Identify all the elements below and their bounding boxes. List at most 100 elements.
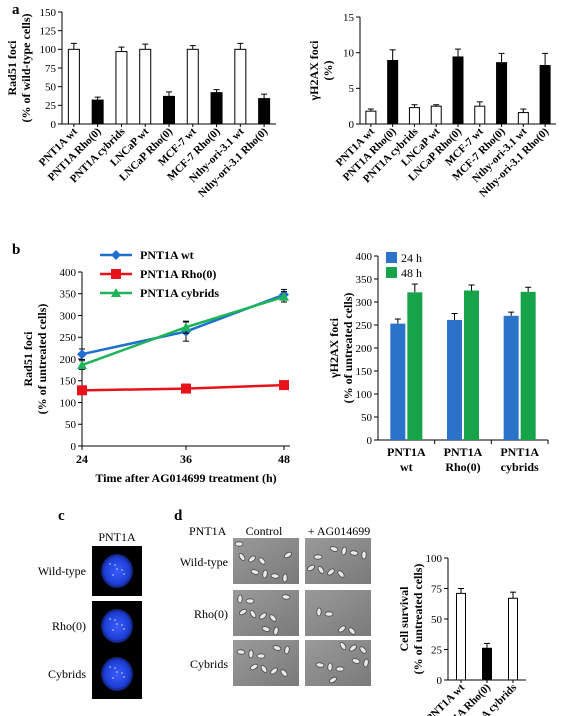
cell-shape (284, 645, 290, 655)
cell-shape (270, 667, 278, 675)
y-tick-label: 150 (356, 366, 373, 378)
cell-shape (273, 626, 279, 636)
x-category-label: Rho(0) (445, 460, 480, 474)
panel-c-header: PNT1A (98, 530, 136, 544)
marker-triangle (77, 360, 87, 370)
marker-triangle (279, 291, 289, 301)
panel-letter-d: d (174, 508, 183, 524)
foci-dot (112, 677, 114, 679)
bar (482, 647, 492, 681)
foci-dot (109, 618, 111, 620)
foci-dot (116, 671, 118, 673)
panel-c-row-label: Cybrids (48, 667, 86, 681)
y-axis-label: γH2AX foci(% of untreated cells) (327, 293, 355, 404)
panel-d-cell-line: PNT1A (189, 524, 227, 538)
cell-shape (260, 665, 268, 673)
bar (365, 110, 377, 125)
panel-letter-c: c (58, 508, 65, 524)
cell-shape (349, 644, 357, 652)
y-tick-label: 25 (45, 100, 57, 112)
bar (447, 319, 462, 440)
cell-shape (250, 569, 260, 575)
bar (456, 592, 466, 681)
cell-shape (245, 598, 255, 604)
marker-square (77, 385, 87, 396)
panel-d-row-label: Cybrids (190, 657, 228, 671)
cell-shape (329, 546, 339, 552)
y-tick-label: 300 (60, 310, 77, 322)
foci-dot (116, 568, 118, 570)
cell-shape (283, 551, 293, 559)
cell-shape (249, 610, 257, 618)
cell-shape (234, 541, 244, 547)
bar (115, 51, 128, 125)
cell-shape (269, 614, 277, 622)
marker-diamond (77, 349, 87, 360)
cell-shape (341, 546, 347, 556)
cell-shape (348, 627, 356, 635)
x-tick-label: 36 (180, 452, 192, 466)
cell-shape (281, 594, 291, 600)
cell-shape (359, 646, 367, 654)
cell-shape (280, 669, 288, 677)
y-axis-label: Cell survival(% of untreated cells) (397, 564, 425, 675)
cell-shape (363, 658, 369, 668)
bar (163, 95, 175, 125)
bar (408, 107, 420, 125)
cell-shape (282, 573, 288, 583)
foci-dot (109, 666, 111, 668)
y-tick-label: 150 (40, 7, 57, 19)
marker-diamond (111, 250, 121, 260)
series-line (81, 293, 285, 356)
y-tick-label: 300 (356, 297, 373, 309)
cell-shape (351, 658, 361, 664)
foci-dot (114, 619, 116, 621)
cell-shape (313, 554, 323, 560)
panel-d-col-control: Control (246, 524, 283, 538)
legend-swatch (386, 267, 397, 278)
foci-dot (121, 569, 123, 571)
cell-shape (270, 573, 280, 579)
y-tick-label: 50 (361, 412, 373, 424)
foci-dot (112, 574, 114, 576)
cell-shape (317, 566, 325, 574)
cell-shape (306, 564, 316, 572)
cell-shape (237, 594, 243, 604)
panel-d-row-label: Rho(0) (194, 607, 228, 621)
bar (474, 105, 486, 125)
legend-label: PNT1A cybrids (140, 286, 219, 300)
bar (390, 323, 406, 440)
cell-shape (256, 653, 266, 659)
y-tick-label: 400 (356, 251, 373, 263)
y-tick-label: 200 (356, 343, 373, 355)
y-tick-label: 150 (60, 376, 77, 388)
foci-dot (121, 672, 123, 674)
chart-h2ax-b: 050100150200250300350400PNT1AwtPNT1ARho(… (327, 251, 549, 474)
panel-c-row-label: Rho(0) (52, 619, 86, 633)
x-axis-label: Time after AG014699 treatment (h) (95, 471, 276, 485)
cell-shape (272, 645, 282, 651)
bar (464, 290, 479, 440)
bar (503, 315, 519, 440)
phase-contrast-image (305, 538, 371, 584)
bar (517, 112, 529, 125)
cell-shape (324, 611, 334, 617)
cell-shape (327, 662, 333, 672)
nucleus (101, 554, 133, 588)
marker-triangle (181, 322, 191, 332)
foci-dot (114, 564, 116, 566)
marker-square (181, 383, 191, 394)
y-tick-label: 100 (356, 389, 373, 401)
cell-shape (248, 555, 256, 563)
cell-shape (261, 626, 271, 632)
x-tick-label: 24 (76, 452, 88, 466)
x-category-label: wt (400, 460, 413, 474)
x-tick-label: 48 (278, 452, 290, 466)
y-axis-label-line1: Rad51 foci (21, 331, 35, 387)
cell-shape (328, 676, 338, 684)
panel-c: PNT1A Wild-type Rho(0) Cybrids (38, 530, 142, 699)
y-tick-label: 50 (45, 82, 57, 94)
